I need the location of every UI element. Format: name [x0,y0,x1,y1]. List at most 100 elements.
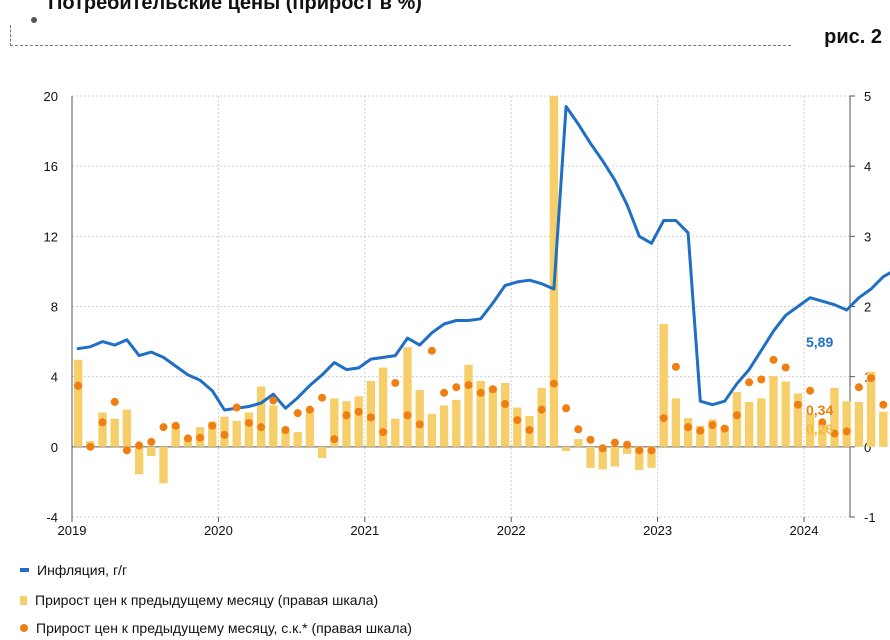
dot-point [98,418,107,427]
dot-point [598,444,607,453]
bar [720,426,729,447]
x-tick-label: 2022 [497,523,526,538]
bar [818,423,827,447]
dot-point [403,411,412,420]
legend-item-mom-sa: Прирост цен к предыдущему месяцу, с.к.* … [20,620,412,636]
inflation-line [76,105,890,412]
legend-label-inflation: Инфляция, г/г [37,562,128,578]
bar [513,407,522,447]
bar [122,409,132,447]
dot-point [342,411,351,420]
bar [464,364,473,447]
bar [537,387,546,447]
dot-point [366,413,375,422]
dot-point [415,420,424,429]
dot-point [745,378,754,387]
bar [317,446,327,459]
dot-point [769,355,778,364]
bar [439,405,449,447]
dot-point [537,405,546,414]
bar [659,324,668,447]
dot-point [879,400,888,409]
dot-point [635,446,644,455]
dot-point [171,421,180,430]
bar [208,421,217,447]
left-tick-label: 16 [44,159,58,174]
bar [610,446,620,467]
bar [98,412,107,447]
bar [696,425,705,447]
page-title: Потребительские цены (прирост в %) [48,0,422,14]
legend-item-inflation: Инфляция, г/г [20,562,127,578]
line-swatch-icon [20,568,29,572]
bar [854,401,864,447]
bar [683,418,693,447]
x-tick-label: 2023 [643,523,672,538]
dot-point [574,425,583,434]
bar [805,413,815,447]
dot-point [452,383,461,392]
dot-point [684,423,693,432]
dot-point [318,393,327,402]
dot-point [244,418,253,427]
dot-point [525,425,534,434]
x-tick-label: 2019 [58,523,87,538]
dot-point [830,429,839,438]
dot-point [671,362,680,371]
dot-point [476,388,485,397]
dot-point [696,426,705,435]
dot-point [513,416,522,425]
left-tick-label: -4 [46,510,58,525]
bar [561,446,571,452]
bar [793,393,803,447]
dot-point [488,385,497,394]
dot-point [293,409,302,418]
bar [879,411,888,447]
bar [403,347,412,447]
dot-point [464,381,473,390]
figure-label: рис. 2 [824,26,882,48]
bar [110,418,119,447]
end-value-label: 0,26 [806,421,833,437]
dot-point [708,421,717,430]
title-underline [10,25,791,46]
dot-point [562,404,571,413]
bar [757,398,766,447]
bar [622,446,632,454]
dot-point [781,363,790,372]
dot-point [793,400,802,409]
end-value-label: 5,89 [806,334,833,350]
dot-point [720,424,729,433]
bar [500,382,510,447]
bar [330,398,339,447]
right-tick-label: 0 [864,440,871,455]
dot-point [257,423,266,432]
bar [781,381,790,447]
left-tick-label: 20 [44,89,58,104]
dot-point [379,428,388,437]
dot-point [122,446,131,455]
dot-point [586,435,595,444]
dot-point [757,375,766,384]
bar [671,398,681,447]
dot-point [501,400,510,409]
dot-swatch-icon [20,624,28,632]
left-tick-label: 4 [51,370,58,385]
x-tick-label: 2020 [204,523,233,538]
dot-point [305,405,314,414]
dot-point [74,381,83,390]
bar [842,401,851,447]
dot-point [354,407,363,416]
bar [488,386,498,447]
bar [73,359,83,447]
bar [171,425,180,447]
bar [708,419,717,447]
bar [647,446,656,468]
legend-label-mom: Прирост цен к предыдущему месяцу (правая… [35,592,379,608]
dot-point [208,421,217,430]
bar [354,396,363,447]
bar [134,446,144,475]
dot-point [391,378,400,387]
dot-point [147,437,156,446]
dot-point [732,411,741,420]
